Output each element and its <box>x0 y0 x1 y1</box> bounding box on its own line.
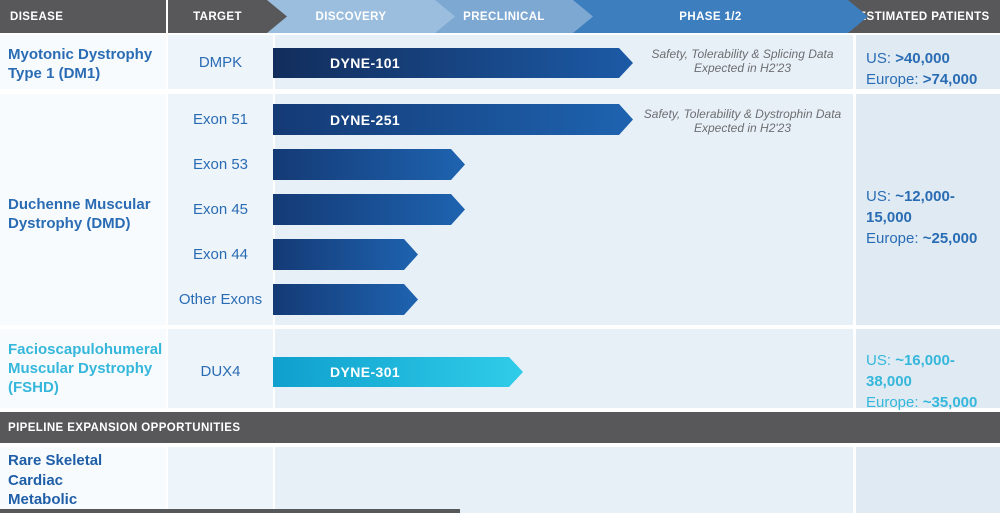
bar-dyne-251: DYNE-251 <box>273 104 633 135</box>
patients-dmd-europe-label: Europe: <box>866 230 923 247</box>
header-phase12-label: PHASE 1/2 <box>679 10 742 23</box>
patients-fshd-us: US: ~16,000-38,000 <box>866 350 992 392</box>
disease-fshd: Facioscapulohumeral Muscular Dystrophy (… <box>8 341 163 396</box>
bar-exon-45 <box>273 194 465 225</box>
header-stage-discovery: DISCOVERY <box>267 0 455 33</box>
patients-fshd-europe: Europe: ~35,000 <box>866 392 992 413</box>
bottom-edge-strip <box>0 509 460 513</box>
patients-dmd-us-label: US: <box>866 188 896 205</box>
patients-dmd-europe-value: ~25,000 <box>922 230 978 247</box>
header-disease-label: DISEASE <box>10 10 64 23</box>
pipeline-expansion-banner: PIPELINE EXPANSION OPPORTUNITIES <box>0 412 1000 443</box>
patients-dm1-us: US: >40,000 <box>866 48 992 69</box>
patients-dm1: US: >40,000 Europe: >74,000 <box>866 48 992 90</box>
header-disease: DISEASE <box>0 0 166 33</box>
expansion-cardiac: Cardiac <box>8 471 64 489</box>
patients-dmd-us: US: ~12,000-15,000 <box>866 186 992 228</box>
patients-dm1-us-value: >40,000 <box>895 50 950 67</box>
expansion-metabolic: Metabolic <box>8 491 78 508</box>
bar-dyne-101-label: DYNE-101 <box>330 55 401 71</box>
patients-fshd-europe-label: Europe: <box>866 394 923 411</box>
bar-dyne-101: DYNE-101 <box>273 48 633 78</box>
header-target-label: TARGET <box>193 10 242 23</box>
bar-dyne-301: DYNE-301 <box>273 357 523 387</box>
patients-fshd-europe-value: ~35,000 <box>922 394 978 411</box>
header-preclinical-label: PRECLINICAL <box>463 10 545 23</box>
bar-dyne-251-label: DYNE-251 <box>330 111 401 128</box>
bar-other-exons <box>273 284 418 315</box>
disease-dmd: Duchenne Muscular Dystrophy (DMD) <box>8 196 151 232</box>
target-exon-45: Exon 45 <box>192 201 249 218</box>
expansion-rare-skeletal: Rare Skeletal <box>8 452 103 469</box>
bar-dyne-301-label: DYNE-301 <box>330 364 401 380</box>
row-separator <box>0 408 1000 412</box>
header-stage-preclinical: PRECLINICAL <box>435 0 593 33</box>
annotation-dm1: Safety, Tolerability & Splicing Data Exp… <box>651 47 834 75</box>
patients-fshd-us-label: US: <box>866 352 896 369</box>
pipeline-expansion-banner-label: PIPELINE EXPANSION OPPORTUNITIES <box>8 421 241 434</box>
patients-dm1-europe: Europe: >74,000 <box>866 69 992 90</box>
target-dmpk: DMPK <box>198 54 243 71</box>
patients-dmd-europe: Europe: ~25,000 <box>866 228 992 249</box>
patients-fshd-us-value: ~16,000-38,000 <box>866 352 955 390</box>
row-separator <box>0 325 1000 329</box>
target-exon-51: Exon 51 <box>192 111 249 128</box>
bar-exon-44 <box>273 239 418 270</box>
target-other-exons: Other Exons <box>178 291 263 308</box>
row-separator <box>0 33 1000 35</box>
patients-fshd: US: ~16,000-38,000 Europe: ~35,000 <box>866 350 992 413</box>
patients-dm1-europe-label: Europe: <box>866 71 923 88</box>
bar-exon-53 <box>273 149 465 180</box>
patients-dmd-us-value: ~12,000-15,000 <box>866 188 955 226</box>
header-discovery-label: DISCOVERY <box>315 10 387 23</box>
target-exon-53: Exon 53 <box>192 156 249 173</box>
expansion-areas: Rare Skeletal Cardiac Metabolic <box>8 451 102 510</box>
header-patients-label: ESTIMATED PATIENTS <box>858 10 990 23</box>
patients-dm1-europe-value: >74,000 <box>922 71 978 88</box>
annotation-dmd: Safety, Tolerability & Dystrophin Data E… <box>643 107 842 135</box>
header-stage-phase12: PHASE 1/2 <box>573 0 868 33</box>
row-separator <box>0 89 1000 94</box>
patients-dmd: US: ~12,000-15,000 Europe: ~25,000 <box>866 186 992 249</box>
header-estimated-patients: ESTIMATED PATIENTS <box>848 0 1000 33</box>
target-exon-44: Exon 44 <box>192 246 249 263</box>
target-dux4: DUX4 <box>200 363 241 380</box>
patients-dm1-us-label: US: <box>866 50 896 67</box>
header-target: TARGET <box>168 0 287 33</box>
disease-dm1: Myotonic Dystrophy Type 1 (DM1) <box>8 46 153 82</box>
row-separator <box>0 443 1000 447</box>
